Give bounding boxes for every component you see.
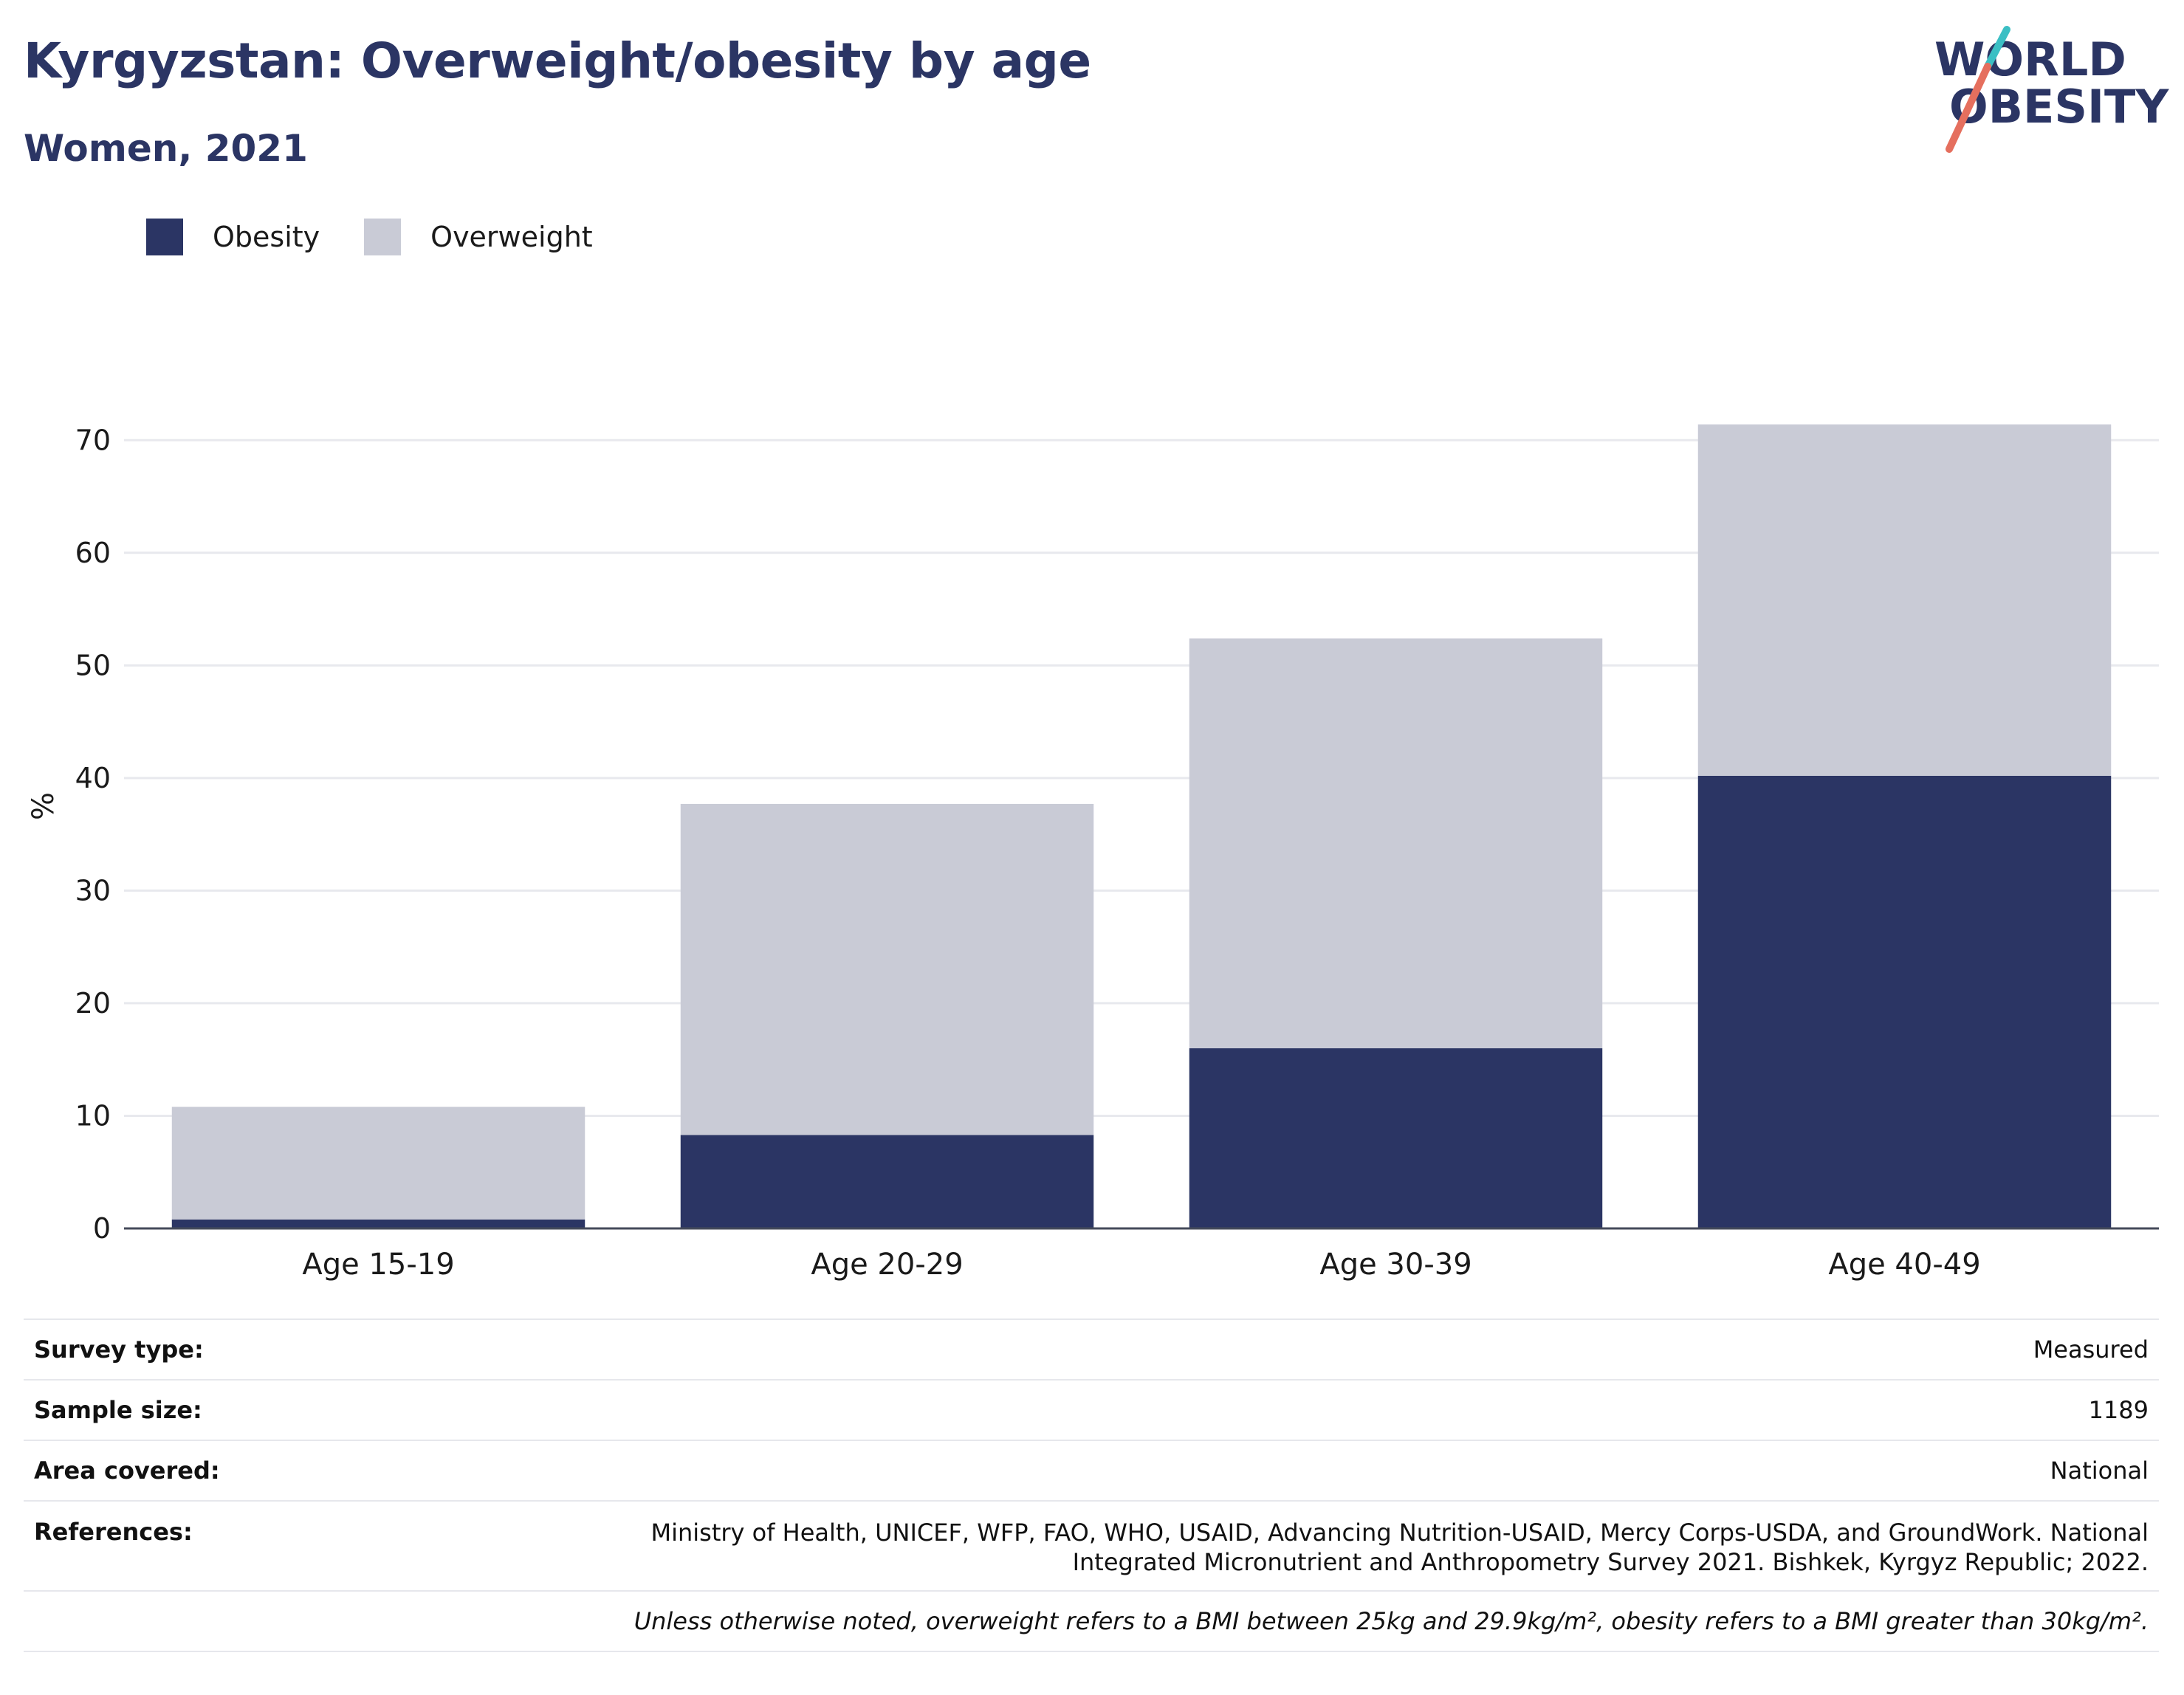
world-obesity-logo: WORLD OBESITY xyxy=(1934,26,2169,153)
x-tick-label: Age 30-39 xyxy=(1319,1248,1472,1282)
survey-info-table: Survey type: Measured Sample size: 1189 … xyxy=(24,1318,2159,1652)
bar-obesity xyxy=(680,1135,1094,1228)
legend-item-obesity: Obesity xyxy=(146,219,320,255)
legend-label-obesity: Obesity xyxy=(213,221,320,253)
bmi-definition-note: Unless otherwise noted, overweight refer… xyxy=(633,1607,2149,1635)
bar-overweight xyxy=(680,803,1094,1135)
logo-line-2: OBESITY xyxy=(1949,80,2169,134)
sample-size-label: Sample size: xyxy=(34,1396,202,1424)
x-tick-label: Age 20-29 xyxy=(811,1248,963,1282)
info-row-area: Area covered: National xyxy=(24,1440,2159,1500)
info-row-note: Unless otherwise noted, overweight refer… xyxy=(24,1590,2159,1652)
sample-size-value: 1189 xyxy=(2088,1396,2149,1424)
chart-legend: Obesity Overweight xyxy=(146,219,637,255)
chart-title: Kyrgyzstan: Overweight/obesity by age xyxy=(24,32,1091,89)
bar-overweight xyxy=(171,1107,586,1220)
stacked-bar-chart: 0 10 20 30 40 50 60 70% Age 15-19 Age 20-29 Age 30… xyxy=(27,424,2159,1282)
references-value: Ministry of Health, UNICEF, WFP, FAO, WH… xyxy=(650,1519,2149,1576)
y-tick-label: 20 xyxy=(75,987,111,1020)
bar-obesity xyxy=(1697,775,2112,1228)
area-covered-value: National xyxy=(2050,1457,2149,1485)
x-tick-label: Age 40-49 xyxy=(1828,1248,1980,1282)
y-axis-label: % xyxy=(27,792,61,820)
info-row-sample-size: Sample size: 1189 xyxy=(24,1379,2159,1440)
y-tick-label: 60 xyxy=(75,537,111,569)
legend-label-overweight: Overweight xyxy=(430,221,593,253)
y-tick-label: 30 xyxy=(75,874,111,907)
bar-overweight xyxy=(1189,638,1603,1048)
bar-obesity xyxy=(171,1219,586,1228)
info-row-survey-type: Survey type: Measured xyxy=(24,1318,2159,1379)
x-tick-label: Age 15-19 xyxy=(302,1248,454,1282)
bar-obesity xyxy=(1189,1048,1603,1228)
chart-subtitle: Women, 2021 xyxy=(24,127,308,170)
y-tick-label: 50 xyxy=(75,649,111,681)
survey-type-label: Survey type: xyxy=(34,1335,204,1364)
legend-swatch-overweight xyxy=(364,219,402,255)
references-label: References: xyxy=(34,1518,193,1546)
y-tick-label: 0 xyxy=(93,1212,111,1245)
y-tick-label: 70 xyxy=(75,424,111,456)
survey-type-value: Measured xyxy=(2033,1335,2149,1364)
y-tick-label: 40 xyxy=(75,762,111,794)
logo-line-1: WORLD xyxy=(1934,32,2126,86)
bar-overweight xyxy=(1697,424,2112,776)
legend-item-overweight: Overweight xyxy=(364,219,593,255)
legend-swatch-obesity xyxy=(146,219,183,255)
area-covered-label: Area covered: xyxy=(34,1457,220,1485)
y-tick-label: 10 xyxy=(75,1099,111,1132)
info-row-references: References: Ministry of Health, UNICEF, … xyxy=(24,1500,2159,1590)
